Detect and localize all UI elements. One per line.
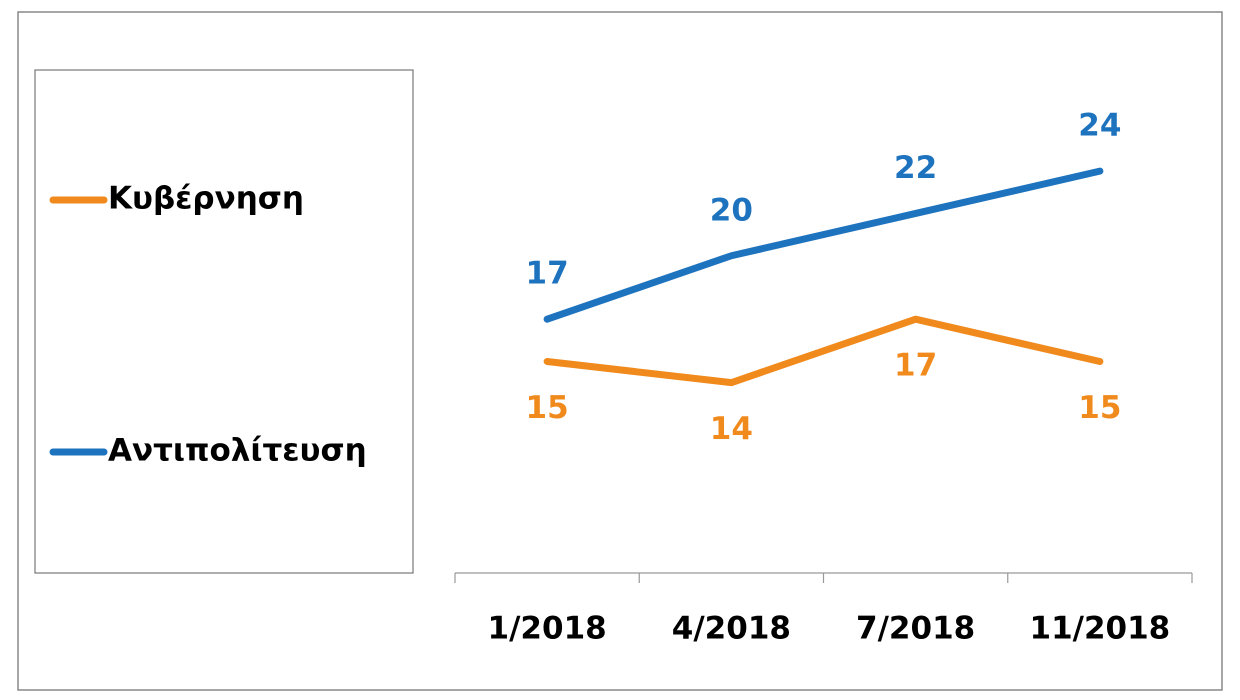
data-label: 14 — [710, 411, 753, 447]
data-label: 17 — [894, 348, 937, 384]
data-label: 22 — [894, 150, 937, 186]
x-tick-label: 4/2018 — [672, 611, 791, 647]
data-label: 15 — [1078, 390, 1121, 426]
data-label: 24 — [1078, 108, 1121, 144]
series-line — [543, 167, 1104, 323]
data-label: 20 — [710, 192, 753, 228]
x-tick-label: 1/2018 — [488, 611, 607, 647]
legend-box — [34, 69, 414, 574]
legend-label: Κυβέρνηση — [108, 181, 304, 217]
data-label: 15 — [526, 390, 569, 426]
legend-label: Αντιπολίτευση — [108, 433, 367, 469]
series-line — [543, 315, 1104, 387]
x-tick-label: 11/2018 — [1030, 611, 1171, 647]
x-tick-label: 7/2018 — [856, 611, 975, 647]
data-label: 17 — [526, 256, 569, 292]
